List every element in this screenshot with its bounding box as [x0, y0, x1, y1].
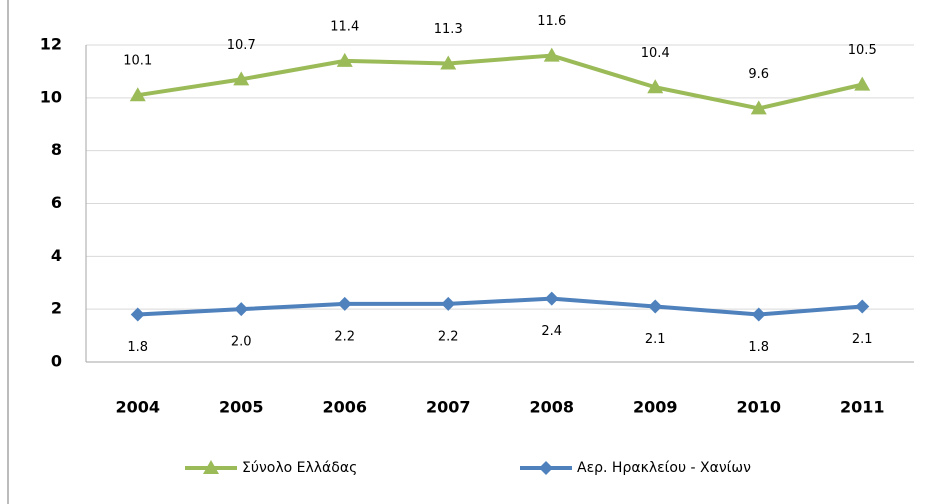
data-label: 9.6	[748, 67, 769, 82]
data-label: 2.0	[231, 335, 252, 350]
point	[543, 47, 560, 62]
point	[441, 296, 456, 311]
x-tick-label: 2005	[219, 398, 264, 417]
data-label: 11.4	[330, 19, 359, 34]
data-label: 2.2	[438, 329, 459, 344]
legend-label: Σύνολο Ελλάδας	[242, 460, 357, 476]
data-label: 1.8	[748, 340, 769, 355]
data-label: 10.4	[641, 46, 670, 61]
point	[234, 302, 249, 317]
x-tick-label: 2010	[736, 398, 781, 417]
data-label: 1.8	[127, 340, 148, 355]
point	[129, 87, 146, 102]
series-line	[137, 296, 863, 317]
x-tick-label: 2011	[840, 398, 885, 417]
data-label: 2.4	[541, 324, 562, 339]
y-tick-label: 12	[40, 35, 62, 54]
data-label: 10.1	[123, 54, 152, 69]
point	[233, 71, 250, 86]
point	[336, 52, 353, 67]
legend-label: Αερ. Ηρακλείου - Χανίων	[577, 460, 751, 476]
series-line	[137, 53, 863, 111]
data-label: 10.7	[227, 38, 256, 53]
y-tick-label: 0	[51, 352, 62, 371]
data-label: 2.1	[645, 332, 666, 347]
point	[648, 299, 663, 314]
point	[337, 296, 352, 311]
point	[854, 76, 871, 91]
point	[647, 79, 664, 94]
x-tick-label: 2009	[633, 398, 678, 417]
x-tick-label: 2007	[426, 398, 471, 417]
y-tick-label: 6	[51, 193, 62, 212]
point	[750, 100, 767, 115]
legend-marker	[539, 461, 553, 475]
point	[855, 299, 870, 314]
y-tick-label: 2	[51, 299, 62, 318]
point	[751, 307, 766, 322]
y-tick-label: 10	[40, 87, 62, 106]
data-label: 2.1	[852, 332, 873, 347]
y-tick-label: 4	[51, 246, 62, 265]
point	[130, 307, 145, 322]
x-tick-label: 2008	[529, 398, 574, 417]
data-label: 2.2	[334, 329, 355, 344]
point	[440, 55, 457, 70]
x-tick-label: 2004	[115, 398, 160, 417]
data-label: 11.3	[434, 22, 463, 37]
data-label: 10.5	[848, 43, 877, 58]
x-tick-label: 2006	[322, 398, 367, 417]
y-tick-label: 8	[51, 140, 62, 159]
data-label: 11.6	[537, 14, 566, 29]
point	[544, 291, 559, 306]
legend-marker	[203, 460, 219, 474]
